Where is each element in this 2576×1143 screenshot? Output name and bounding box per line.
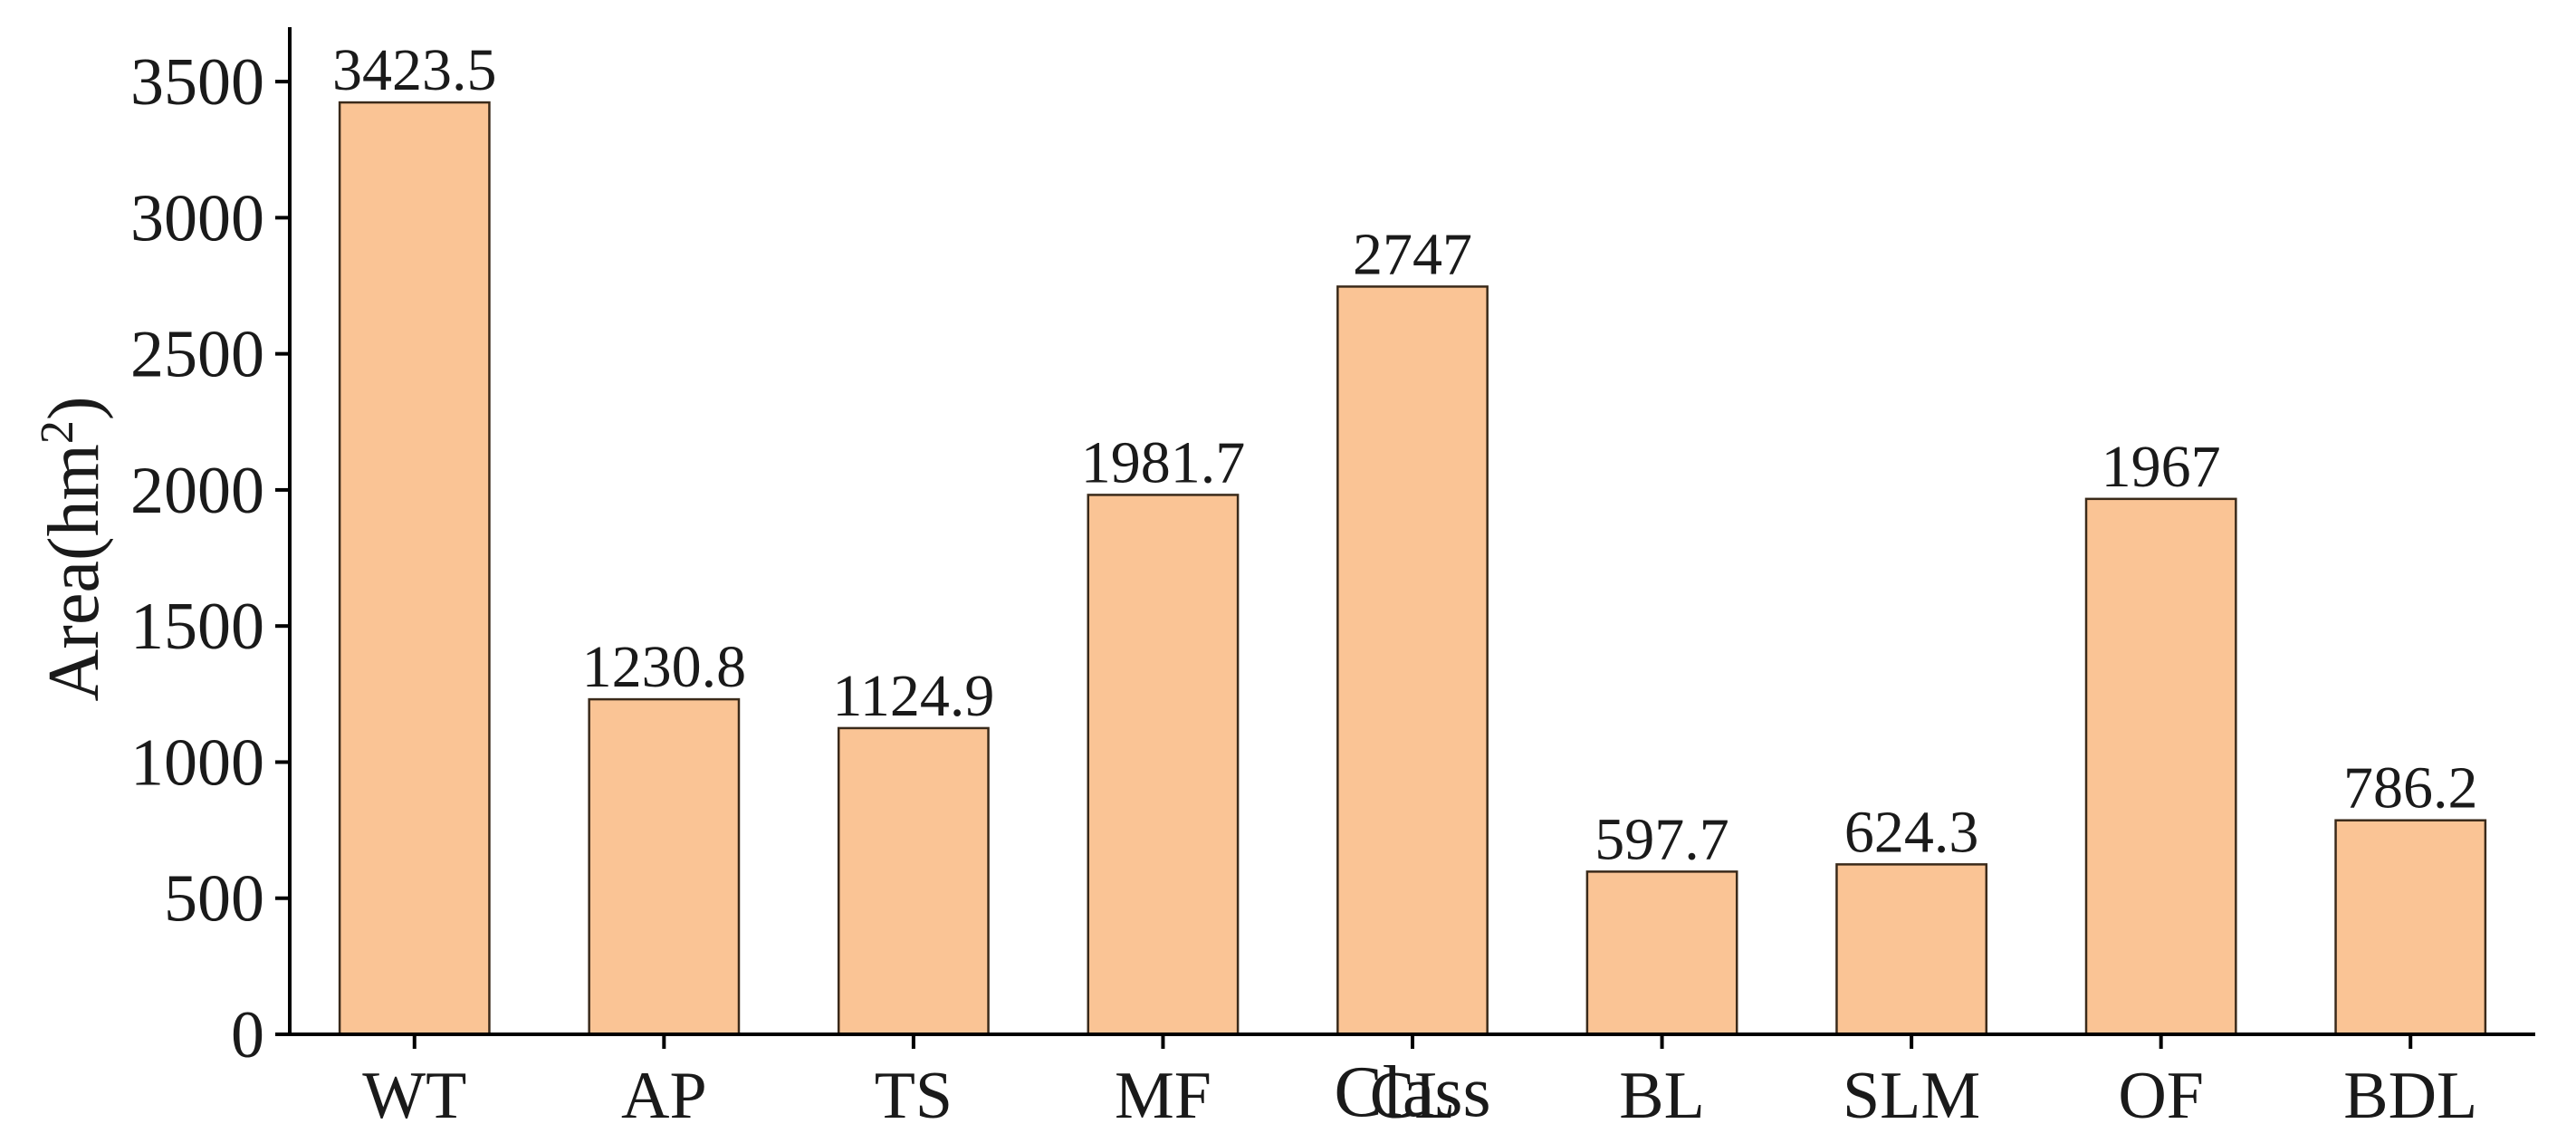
bar-cl bbox=[1336, 285, 1489, 1036]
x-tick-label-cl: CL bbox=[1370, 1059, 1456, 1133]
bar-of bbox=[2084, 497, 2237, 1036]
data-label-bl: 597.7 bbox=[1594, 806, 1729, 872]
data-label-wt: 3423.5 bbox=[332, 37, 497, 103]
bar-slm bbox=[1835, 863, 1988, 1036]
y-tick-label: 1000 bbox=[130, 725, 264, 800]
data-labels-layer: 3423.5 1230.8 1124.9 1981.7 2747 597.7 624.3 19… bbox=[332, 37, 2477, 872]
data-label-of: 1967 bbox=[2102, 434, 2221, 500]
y-tick-label: 1500 bbox=[130, 590, 264, 664]
y-tick-label: 3000 bbox=[130, 181, 264, 255]
bar-ts bbox=[837, 726, 990, 1036]
data-label-ap: 1230.8 bbox=[582, 634, 747, 700]
bar-ap bbox=[588, 697, 741, 1036]
x-tick-label-wt: WT bbox=[362, 1059, 466, 1133]
x-tick-label-slm: SLM bbox=[1843, 1059, 1980, 1133]
bar-mf bbox=[1087, 494, 1240, 1036]
bar-bl bbox=[1585, 870, 1738, 1036]
x-tick-label-of: OF bbox=[2118, 1059, 2204, 1133]
y-tick-label: 500 bbox=[164, 862, 264, 936]
x-tick-label-ts: TS bbox=[875, 1059, 953, 1133]
x-axis-title: Class bbox=[1334, 1052, 1490, 1132]
x-tick-label-mf: MF bbox=[1115, 1059, 1211, 1133]
y-tick-label: 2500 bbox=[130, 318, 264, 392]
x-tick-label-ap: AP bbox=[621, 1059, 707, 1133]
data-label-cl: 2747 bbox=[1353, 221, 1472, 287]
data-label-ts: 1124.9 bbox=[832, 663, 994, 729]
bar-wt bbox=[338, 101, 491, 1036]
y-tick-label: 3500 bbox=[130, 45, 264, 120]
x-tick-label-bdl: BDL bbox=[2343, 1059, 2477, 1133]
bar-bdl bbox=[2334, 819, 2487, 1036]
y-ticks-layer: 0 500 1000 1500 2000 2500 3000 3500 bbox=[130, 45, 290, 1072]
y-axis-title-superscript: 2 bbox=[32, 420, 83, 444]
data-label-bdl: 786.2 bbox=[2343, 755, 2478, 821]
data-label-mf: 1981.7 bbox=[1081, 429, 1246, 495]
bars-layer bbox=[338, 101, 2487, 1036]
x-tick-label-bl: BL bbox=[1619, 1059, 1705, 1133]
y-tick-label: 2000 bbox=[130, 454, 264, 528]
y-axis-title: Area(hm2) bbox=[32, 397, 115, 702]
data-label-slm: 624.3 bbox=[1844, 799, 1979, 865]
x-ticks-layer: WT AP TS MF CL BL SLM OF BDL bbox=[362, 1034, 2477, 1133]
y-axis-title-main: Area(hm bbox=[34, 444, 114, 701]
y-axis-title-suffix: ) bbox=[34, 397, 114, 421]
y-tick-label: 0 bbox=[231, 998, 264, 1072]
